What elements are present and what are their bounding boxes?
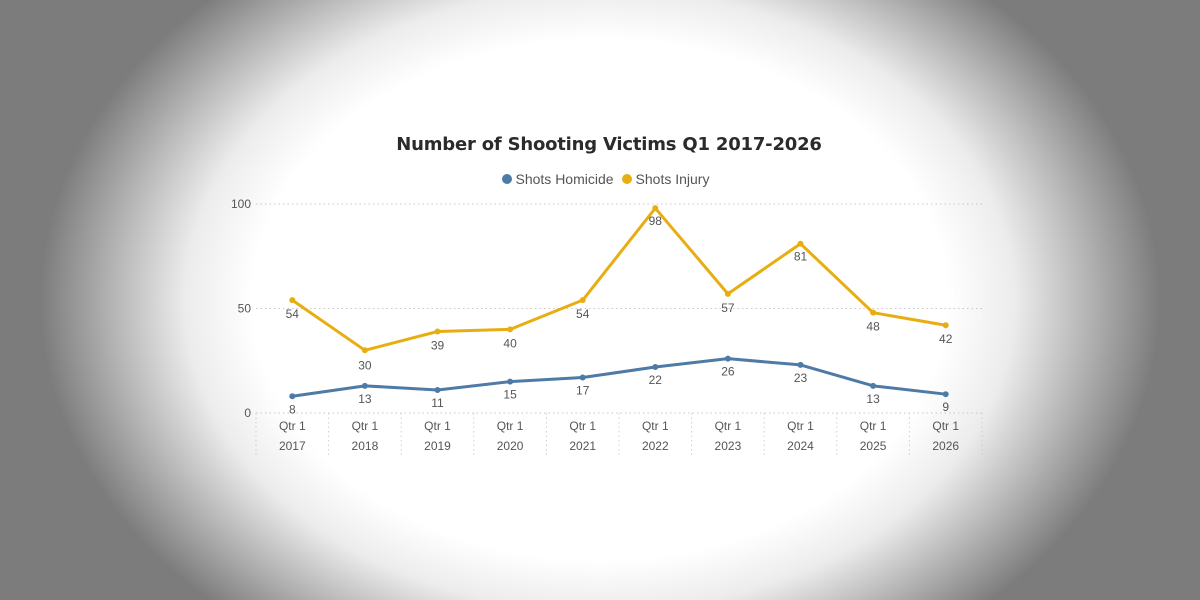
data-label: 13 bbox=[866, 392, 880, 406]
data-point bbox=[652, 205, 659, 212]
data-point bbox=[507, 326, 514, 333]
chart-title: Number of Shooting Victims Q1 2017-2026 bbox=[396, 134, 822, 155]
data-label: 11 bbox=[431, 396, 444, 410]
x-tick-label: 2022 bbox=[642, 439, 669, 453]
x-tick-label: 2017 bbox=[279, 439, 306, 453]
data-label: 13 bbox=[358, 392, 372, 406]
data-point bbox=[507, 378, 514, 385]
y-tick-label: 0 bbox=[244, 406, 251, 420]
data-point bbox=[434, 387, 441, 394]
data-point bbox=[870, 309, 877, 316]
y-axis: 0 50 100 bbox=[231, 197, 251, 420]
legend-marker-injury bbox=[621, 174, 632, 184]
data-label: 48 bbox=[866, 320, 880, 334]
data-point bbox=[724, 355, 731, 362]
data-label: 8 bbox=[289, 402, 296, 416]
data-label: 9 bbox=[942, 400, 949, 414]
data-label: 98 bbox=[649, 214, 663, 228]
x-tick-label: Qtr 1 bbox=[642, 419, 669, 433]
x-tick-label: 2024 bbox=[787, 439, 814, 453]
plot-area: 8 13 11 15 17 22 26 23 13 9 54 30 39 40 54 98 57 81 48 42 bbox=[286, 205, 953, 416]
chart-legend: Shots Homicide Shots Injury bbox=[0, 171, 1200, 187]
data-label: 81 bbox=[794, 250, 808, 264]
data-point bbox=[797, 240, 804, 247]
legend-marker-homicide bbox=[501, 174, 512, 184]
x-tick-label: 2026 bbox=[932, 439, 959, 453]
data-point bbox=[289, 297, 296, 304]
data-point bbox=[652, 364, 659, 371]
data-point bbox=[942, 391, 949, 398]
gridlines bbox=[256, 203, 982, 414]
data-label: 15 bbox=[503, 388, 517, 402]
x-tick-label: 2020 bbox=[497, 439, 524, 453]
x-tick-label: Qtr 1 bbox=[424, 419, 451, 433]
x-tick-label: Qtr 1 bbox=[497, 419, 524, 433]
series-line-homicide bbox=[290, 357, 948, 398]
x-tick-label: Qtr 1 bbox=[352, 419, 379, 433]
x-tick-label: Qtr 1 bbox=[787, 419, 814, 433]
data-label: 57 bbox=[721, 301, 735, 315]
x-tick-label: 2023 bbox=[715, 439, 742, 453]
data-point bbox=[797, 361, 804, 368]
data-label: 22 bbox=[649, 373, 663, 387]
data-point bbox=[361, 347, 368, 354]
x-tick-label: 2025 bbox=[860, 439, 887, 453]
data-label: 39 bbox=[431, 338, 445, 352]
data-point bbox=[870, 382, 877, 389]
data-point bbox=[942, 322, 949, 329]
data-label: 26 bbox=[721, 365, 735, 379]
data-point bbox=[434, 328, 441, 335]
x-tick-label: Qtr 1 bbox=[932, 419, 959, 433]
data-label: 40 bbox=[503, 336, 517, 350]
data-point bbox=[579, 297, 586, 304]
x-tick-label: 2021 bbox=[569, 439, 596, 453]
x-tick-label: Qtr 1 bbox=[569, 419, 596, 433]
x-tick-label: 2018 bbox=[352, 439, 379, 453]
data-point bbox=[361, 382, 368, 389]
data-point bbox=[724, 290, 731, 297]
data-label: 30 bbox=[358, 358, 372, 372]
x-tick-label: Qtr 1 bbox=[860, 419, 887, 433]
data-label: 54 bbox=[576, 307, 590, 321]
data-label: 17 bbox=[576, 383, 590, 397]
x-tick-label: Qtr 1 bbox=[715, 419, 742, 433]
legend-item-injury[interactable]: Shots Injury bbox=[621, 171, 710, 187]
legend-label-homicide: Shots Homicide bbox=[515, 171, 614, 187]
data-label: 54 bbox=[286, 307, 300, 321]
data-point bbox=[289, 393, 296, 400]
data-label: 42 bbox=[939, 332, 953, 346]
data-point bbox=[579, 374, 586, 381]
series-line-injury bbox=[290, 206, 948, 352]
y-tick-label: 100 bbox=[231, 197, 251, 211]
x-tick-label: Qtr 1 bbox=[279, 419, 306, 433]
x-tick-label: 2019 bbox=[424, 439, 451, 453]
y-tick-label: 50 bbox=[238, 302, 252, 316]
legend-item-homicide[interactable]: Shots Homicide bbox=[501, 171, 614, 187]
x-axis: Qtr 1 2017 Qtr 1 2018 Qtr 1 2019 Qtr 1 2020 Qtr … bbox=[255, 413, 983, 457]
data-label: 23 bbox=[794, 371, 808, 385]
legend-label-injury: Shots Injury bbox=[635, 171, 710, 187]
